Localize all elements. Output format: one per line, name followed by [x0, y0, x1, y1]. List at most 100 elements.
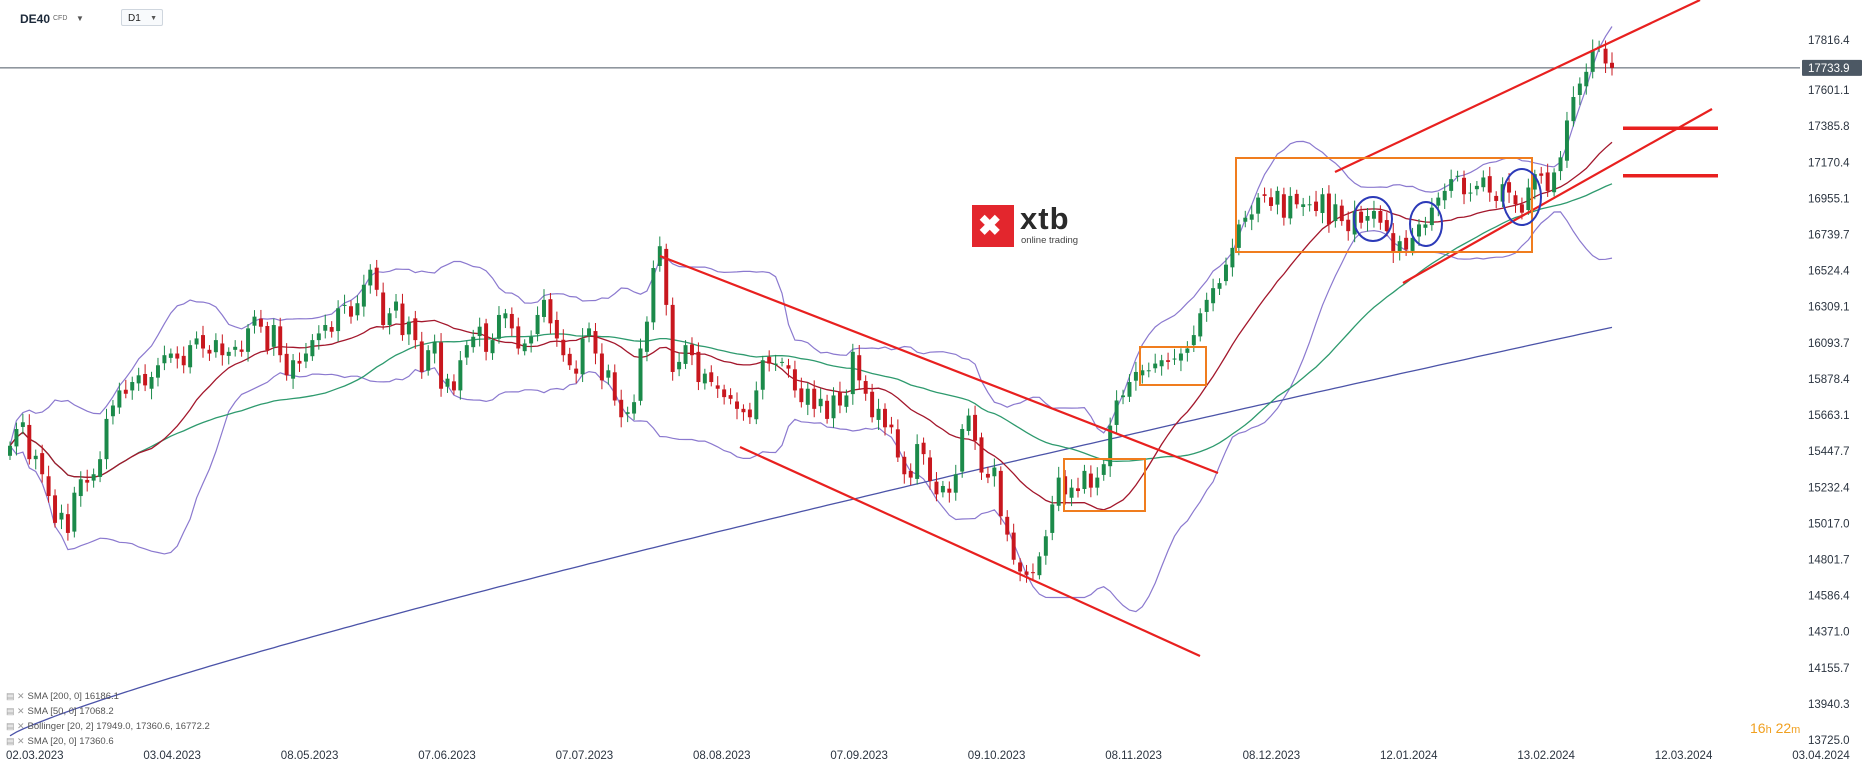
- candle-body: [484, 323, 489, 352]
- candle: [104, 408, 109, 470]
- candle-body: [1307, 204, 1312, 206]
- legend-row-sma20[interactable]: ▤ ✕ SMA [20, 0] 17360.6: [6, 734, 210, 749]
- candle-body: [329, 327, 334, 332]
- legend-row-sma200[interactable]: ▤ ✕ SMA [200, 0] 16186.1: [6, 689, 210, 704]
- candle: [503, 308, 508, 329]
- candle-body: [53, 495, 58, 523]
- date-tick-label: 08.08.2023: [693, 750, 751, 762]
- candle: [162, 345, 167, 371]
- candle: [683, 340, 688, 369]
- candle: [1108, 417, 1113, 477]
- candle: [46, 465, 51, 503]
- settings-close-icon[interactable]: ▤ ✕: [6, 721, 25, 731]
- candle: [696, 342, 701, 391]
- candle-body: [40, 453, 45, 475]
- timeframe-select[interactable]: D1 ▼: [121, 9, 163, 26]
- candle-body: [715, 385, 720, 389]
- candle: [805, 382, 810, 416]
- candle-body: [1166, 360, 1171, 362]
- candle: [580, 328, 585, 383]
- candle: [574, 360, 579, 384]
- legend-row-bollinger[interactable]: ▤ ✕ Bollinger [20, 2] 17949.0, 17360.6, 1…: [6, 719, 210, 734]
- candle-body: [1603, 48, 1608, 64]
- price-tick-label: 17170.4: [1808, 157, 1850, 169]
- candle: [857, 344, 862, 390]
- legend-label: SMA [50, 0] 17068.2: [27, 706, 114, 717]
- candle-body: [496, 314, 501, 339]
- candle-body: [1584, 71, 1589, 87]
- candle: [297, 352, 302, 372]
- price-tick-label: 17385.8: [1808, 121, 1850, 133]
- candle: [664, 243, 669, 316]
- symbol-label[interactable]: DE40: [20, 12, 51, 26]
- candle: [233, 340, 238, 357]
- candle: [65, 503, 70, 541]
- candle: [773, 354, 778, 371]
- settings-close-icon[interactable]: ▤ ✕: [6, 691, 25, 701]
- date-tick-label: 08.11.2023: [1105, 750, 1162, 762]
- candle-body: [220, 343, 225, 356]
- candle-body: [735, 401, 739, 409]
- candle-body: [1056, 477, 1061, 506]
- price-tick-label: 16739.7: [1808, 230, 1850, 242]
- bollinger-lower-line: [9, 211, 1613, 613]
- current-price-tag: 17733.9: [1802, 59, 1862, 76]
- legend-row-sma50[interactable]: ▤ ✕ SMA [50, 0] 17068.2: [6, 704, 210, 719]
- candle-body: [960, 428, 965, 472]
- candle: [1564, 111, 1569, 168]
- price-tick-label: 16524.4: [1808, 266, 1850, 278]
- xtb-logo-tagline: online trading: [1021, 235, 1079, 246]
- candle-body: [181, 355, 186, 366]
- candle-body: [1133, 371, 1138, 381]
- candle-body: [1455, 175, 1460, 177]
- candle: [329, 321, 334, 338]
- candle-body: [754, 390, 759, 420]
- candle-body: [792, 369, 797, 391]
- candle: [760, 355, 765, 400]
- candle-body: [889, 424, 894, 428]
- timeframe-chevron-down-icon: ▼: [150, 15, 157, 22]
- date-tick-label: 09.10.2023: [968, 750, 1026, 762]
- candle-body: [1037, 556, 1042, 576]
- candle: [992, 458, 997, 487]
- time-axis: 02.03.2023 03.04.2023 08.05.2023 07.06.2023…: [6, 750, 1850, 762]
- candle: [670, 297, 675, 381]
- settings-close-icon[interactable]: ▤ ✕: [6, 706, 25, 716]
- candle: [1571, 86, 1576, 127]
- candle: [1436, 192, 1441, 217]
- candle-body: [406, 321, 411, 335]
- candle: [1526, 178, 1531, 215]
- candle-body: [130, 382, 135, 391]
- candle: [207, 345, 212, 361]
- candle: [1552, 168, 1557, 197]
- candle-body: [722, 389, 727, 398]
- candle: [612, 364, 617, 406]
- candle: [1513, 190, 1518, 213]
- candle: [1082, 464, 1087, 494]
- legend-label: SMA [20, 0] 17360.6: [27, 736, 114, 747]
- candle-body: [1507, 182, 1512, 193]
- candle: [973, 405, 978, 450]
- candle: [1127, 374, 1132, 402]
- xtb-logo-name: xtb: [1020, 201, 1070, 236]
- candle-body: [992, 467, 997, 477]
- candle: [14, 422, 19, 456]
- consolidation-box: [1063, 458, 1146, 512]
- candle: [374, 259, 379, 297]
- symbol-chevron-down-icon[interactable]: ▼: [76, 14, 84, 23]
- candle: [175, 346, 180, 369]
- candle: [953, 464, 958, 501]
- consolidation-box: [1139, 346, 1207, 386]
- candle: [1365, 207, 1370, 232]
- candle-body: [1223, 264, 1228, 282]
- settings-close-icon[interactable]: ▤ ✕: [6, 736, 25, 746]
- candle: [258, 309, 263, 333]
- candle: [136, 367, 141, 391]
- candle-body: [625, 412, 630, 414]
- candle-body: [1256, 197, 1261, 214]
- candle: [870, 383, 875, 423]
- candle-body: [1545, 172, 1550, 191]
- candle-body: [644, 321, 649, 352]
- candle: [1391, 223, 1396, 263]
